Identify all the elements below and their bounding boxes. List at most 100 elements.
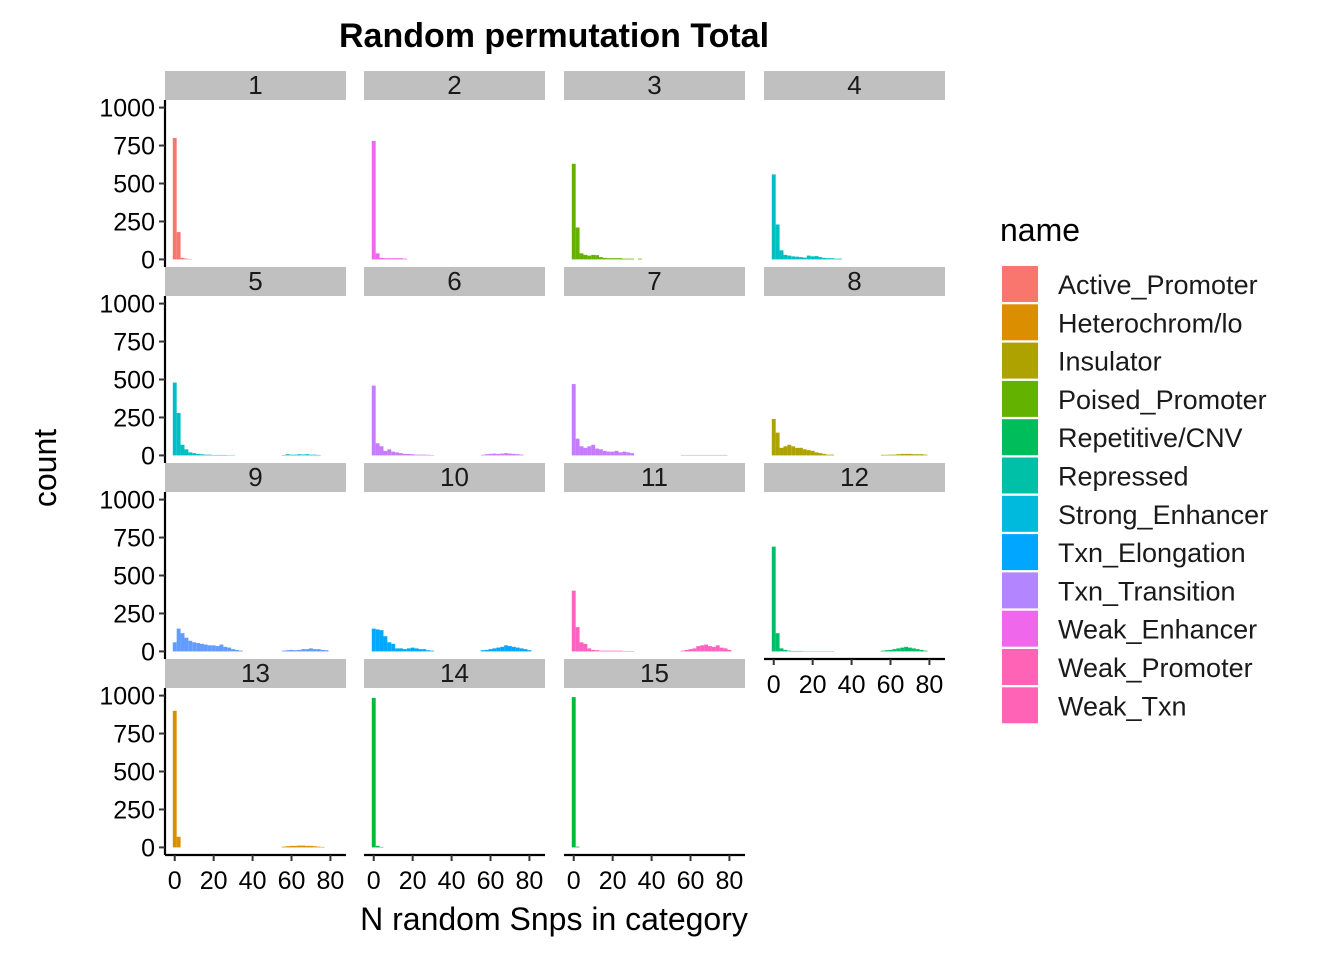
histogram-bar <box>519 454 524 456</box>
histogram-bar <box>923 454 928 456</box>
y-tick-label: 250 <box>113 404 155 432</box>
histogram-bar <box>426 454 431 456</box>
histogram-bars <box>172 710 325 848</box>
legend-title: name <box>1000 212 1080 248</box>
legend-item: Weak_Txn <box>1002 687 1187 724</box>
histogram-bar <box>391 258 396 260</box>
histogram-bar <box>630 258 635 260</box>
histogram-bar <box>395 452 400 456</box>
y-axis: 0 250 500 750 1000 <box>99 291 167 470</box>
histogram-bar <box>203 454 208 456</box>
x-tick-label: 0 <box>767 671 781 699</box>
histogram-bar <box>602 650 607 652</box>
histogram-bar <box>892 649 897 652</box>
histogram-bar <box>575 438 580 456</box>
histogram-bar <box>923 650 928 652</box>
histogram-bar <box>900 453 905 456</box>
histogram-bar <box>919 454 924 456</box>
legend-swatch <box>1002 419 1038 456</box>
legend-label: Poised_Promoter <box>1058 385 1267 415</box>
histogram-bar <box>309 845 313 848</box>
histogram-bar <box>289 454 294 456</box>
facet-strip-label: 2 <box>447 70 461 100</box>
histogram-bar <box>704 644 709 652</box>
histogram-bar <box>293 650 298 652</box>
legend-swatch <box>1002 649 1038 685</box>
histogram-bar <box>715 645 720 652</box>
histogram-bar <box>614 650 619 652</box>
y-tick-label: 500 <box>113 563 155 591</box>
histogram-bar <box>235 649 239 652</box>
histogram-bar <box>888 454 893 456</box>
histogram-bar <box>500 646 505 652</box>
histogram-bar <box>837 258 842 260</box>
y-axis: 0 250 500 750 1000 <box>99 95 167 274</box>
histogram-bar <box>818 453 823 456</box>
histogram-bar <box>305 845 310 848</box>
histogram-bar <box>414 454 419 456</box>
legend-label: Txn_Elongation <box>1058 538 1246 568</box>
histogram-bar <box>301 454 306 456</box>
histogram-bar <box>301 649 306 652</box>
histogram-bar <box>614 258 619 260</box>
y-tick-label: 750 <box>113 721 155 749</box>
facet-strip-label: 15 <box>640 658 669 688</box>
legend-swatch <box>1002 572 1038 609</box>
legend-label: Insulator <box>1058 347 1162 377</box>
histogram-bar <box>806 450 811 456</box>
histogram-bar <box>176 412 181 456</box>
histogram-bar <box>915 454 920 456</box>
histogram-bar <box>595 650 600 652</box>
histogram-bar <box>519 648 524 652</box>
histogram-bar <box>587 446 592 456</box>
histogram-bar <box>622 258 627 260</box>
histogram-bars <box>771 418 928 456</box>
histogram-bar <box>680 650 685 652</box>
histogram-bars <box>571 697 580 848</box>
histogram-bar <box>595 255 600 260</box>
histogram-bar <box>775 633 780 652</box>
histogram-bar <box>614 450 619 456</box>
histogram-bar <box>799 257 803 260</box>
facet-strip-label: 14 <box>440 658 469 688</box>
y-tick-label: 500 <box>113 171 155 199</box>
histogram-bar <box>387 258 392 260</box>
facet-panel-2: 2 <box>364 70 545 260</box>
facet-strip <box>364 659 545 688</box>
histogram-bar <box>583 254 588 260</box>
histogram-bar <box>515 647 520 652</box>
facet-panel-1: 1 0 250 500 750 1000 <box>99 70 346 274</box>
y-tick-label: 0 <box>141 638 155 666</box>
x-axis: 0 20 40 60 80 <box>165 853 346 895</box>
histogram-bar <box>399 453 403 456</box>
histogram-bar <box>892 454 897 456</box>
histogram-bar <box>285 454 290 456</box>
legend-item: Txn_Transition <box>1002 572 1236 609</box>
histogram-bar <box>492 453 497 456</box>
histogram-bar <box>176 628 181 652</box>
legend-swatch <box>1002 495 1038 532</box>
histogram-bar <box>606 451 611 456</box>
histogram-bar <box>618 258 623 260</box>
histogram-bar <box>488 453 493 456</box>
histogram-bar <box>610 451 615 456</box>
histogram-bar <box>915 649 920 652</box>
histogram-bar <box>395 648 400 652</box>
histogram-bar <box>626 258 631 260</box>
histogram-bar <box>830 454 835 456</box>
y-tick-label: 1000 <box>99 95 155 123</box>
histogram-bar <box>383 636 388 652</box>
legend-label: Weak_Enhancer <box>1058 615 1257 645</box>
histogram-bar <box>575 627 580 652</box>
histogram-bar <box>719 647 724 652</box>
legend-item: Repetitive/CNV <box>1002 419 1243 456</box>
histogram-bar <box>297 845 302 848</box>
histogram-bar <box>180 444 185 456</box>
histogram-bar <box>919 649 924 652</box>
histogram-bar <box>799 447 803 456</box>
histogram-bar <box>810 450 815 456</box>
histogram-bar <box>626 452 631 456</box>
histogram-bar <box>305 649 310 652</box>
histogram-bar <box>316 846 321 848</box>
